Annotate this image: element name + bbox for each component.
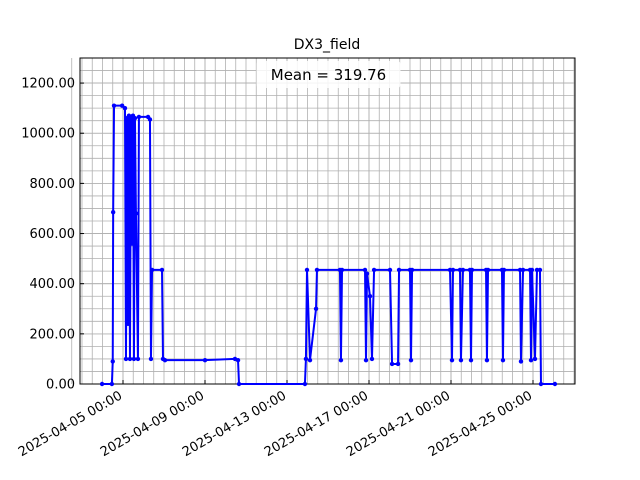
marker <box>532 356 538 362</box>
marker <box>136 114 142 120</box>
marker <box>338 357 344 363</box>
marker <box>369 356 375 362</box>
marker <box>469 267 475 273</box>
marker <box>149 267 155 273</box>
marker <box>387 267 393 273</box>
marker <box>111 103 117 108</box>
marker <box>396 267 402 273</box>
y-tick-label: 1200.00 <box>21 77 75 92</box>
marker <box>304 267 310 273</box>
marker <box>131 356 137 362</box>
marker <box>307 357 313 363</box>
y-tick-label: 1000.00 <box>21 127 75 142</box>
marker <box>313 306 319 311</box>
marker <box>528 357 534 363</box>
marker <box>236 381 242 387</box>
marker <box>363 357 369 363</box>
marker <box>303 356 309 362</box>
y-tick-label: 200.00 <box>30 327 76 342</box>
marker <box>371 267 377 273</box>
y-tick-label: 600.00 <box>30 227 76 242</box>
marker <box>314 267 320 273</box>
marker <box>129 241 135 246</box>
marker <box>302 381 308 387</box>
marker <box>485 267 491 273</box>
chart-title: DX3_field <box>294 37 361 53</box>
marker <box>132 115 138 121</box>
marker <box>99 381 105 387</box>
marker <box>500 357 506 363</box>
marker <box>364 271 370 276</box>
marker <box>518 359 524 364</box>
marker <box>537 267 543 273</box>
marker <box>529 267 535 273</box>
y-tick-label: 800.00 <box>30 177 76 192</box>
marker <box>501 267 507 273</box>
marker <box>110 210 116 215</box>
marker <box>235 357 241 363</box>
marker <box>148 356 154 362</box>
marker <box>147 117 153 122</box>
marker <box>127 356 133 362</box>
line <box>102 104 555 385</box>
marker <box>362 267 368 273</box>
marker <box>408 357 414 363</box>
marker <box>123 356 129 362</box>
marker <box>538 381 544 387</box>
y-tick-label: 400.00 <box>30 277 76 292</box>
marker <box>468 357 474 363</box>
marker <box>122 105 128 111</box>
marker <box>119 103 125 108</box>
marker <box>202 357 208 363</box>
marker <box>159 267 165 273</box>
series <box>99 103 558 387</box>
marker <box>449 357 455 363</box>
marker <box>520 267 526 273</box>
marker <box>458 357 464 363</box>
marker <box>135 356 141 362</box>
y-tick-label: 0.00 <box>46 378 75 393</box>
marker <box>109 381 115 387</box>
marker <box>110 359 115 364</box>
marker <box>450 267 456 273</box>
plot-frame <box>79 57 576 385</box>
marker <box>460 267 466 273</box>
marker <box>395 361 401 367</box>
marker <box>552 381 558 387</box>
annotation-box <box>256 61 401 88</box>
marker <box>125 321 131 327</box>
annotation: Mean = 319.76 <box>271 66 386 84</box>
marker <box>133 211 139 216</box>
marker <box>367 294 373 299</box>
marker <box>162 357 168 363</box>
marker <box>339 267 345 273</box>
marker <box>409 267 415 273</box>
marker <box>484 357 490 363</box>
marker <box>389 361 395 367</box>
